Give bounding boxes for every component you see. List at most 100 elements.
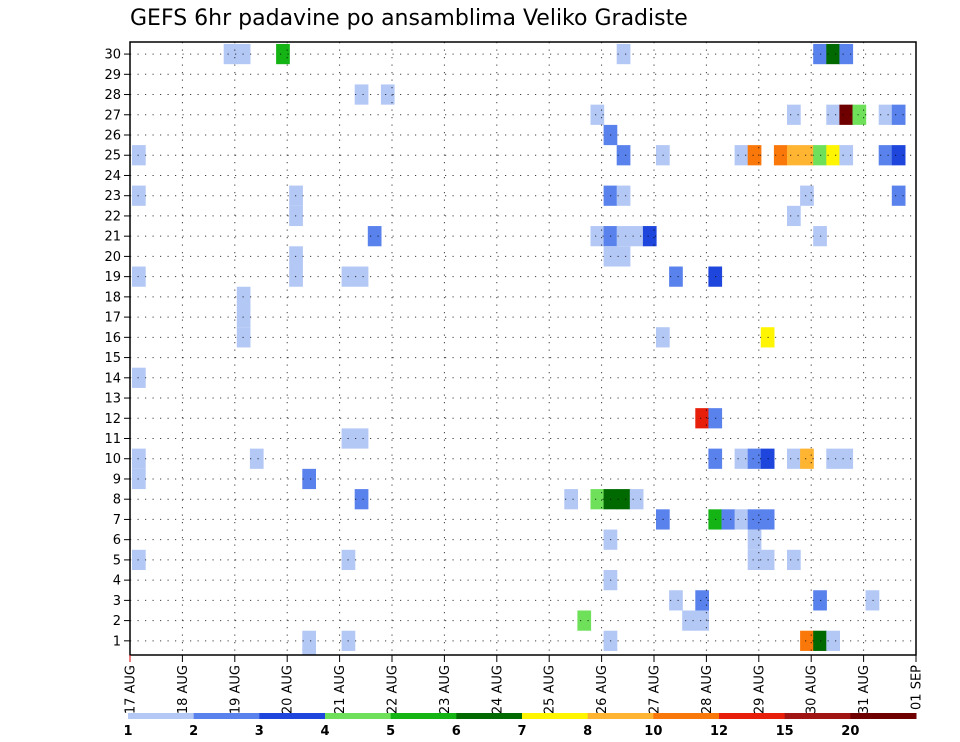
y-tick-label: 7 xyxy=(113,513,121,528)
heatmap-cell xyxy=(590,489,605,510)
x-tick-label: 22 AUG xyxy=(386,665,401,714)
heatmap-cell xyxy=(695,590,709,611)
y-tick-label: 24 xyxy=(104,169,121,184)
heatmap-cell xyxy=(695,408,709,429)
colorbar-swatch xyxy=(390,713,457,719)
heatmap-cell xyxy=(223,43,238,65)
heatmap-cell xyxy=(669,266,683,287)
x-tick-label: 01 SEP xyxy=(910,665,925,710)
y-tick-label: 27 xyxy=(104,108,121,123)
y-tick-label: 30 xyxy=(104,48,121,63)
x-tick-label: 21 AUG xyxy=(333,665,348,714)
colorbar-swatch xyxy=(128,713,195,719)
heatmap-cell xyxy=(865,590,880,611)
y-tick-label: 17 xyxy=(104,311,121,326)
heatmap-cell xyxy=(669,590,683,611)
colorbar-swatch xyxy=(193,713,260,719)
colorbar-label: 15 xyxy=(776,724,794,739)
y-tick-label: 11 xyxy=(104,432,121,447)
x-tick-label: 17 AUG xyxy=(124,665,139,714)
heatmap-cell xyxy=(132,367,146,388)
colorbar-label: 4 xyxy=(320,724,329,739)
heatmap-cell xyxy=(590,226,605,247)
chart-title: GEFS 6hr padavine po ansamblima Veliko G… xyxy=(130,6,688,31)
colorbar-swatch xyxy=(522,713,589,719)
heatmap-cell xyxy=(839,145,854,166)
y-tick-label: 6 xyxy=(113,533,121,548)
heatmap-cell xyxy=(734,145,749,166)
heatmap-cell xyxy=(826,145,840,166)
heatmap-cell xyxy=(787,145,801,166)
y-tick-label: 16 xyxy=(104,331,121,346)
colorbar-label: 12 xyxy=(710,724,728,739)
colorbar-label: 1 xyxy=(123,724,132,739)
y-tick-label: 20 xyxy=(104,250,121,265)
heatmap-cell xyxy=(616,185,631,206)
heatmap-cell xyxy=(302,649,316,655)
heatmap-cell xyxy=(354,84,369,105)
y-tick-label: 9 xyxy=(113,472,121,487)
colorbar-label: 5 xyxy=(386,724,395,739)
colorbar-swatch xyxy=(259,713,326,719)
heatmap-cell xyxy=(616,489,631,510)
heatmap-cell xyxy=(839,448,854,469)
heatmap-cell xyxy=(132,468,146,490)
colorbar-label: 7 xyxy=(517,724,526,739)
heatmap-cell xyxy=(616,226,631,247)
heatmap-cell xyxy=(800,185,814,206)
colorbar-swatch xyxy=(719,713,786,719)
heatmap-cell xyxy=(132,185,146,206)
heatmap-cell xyxy=(276,43,290,65)
heatmap-cell xyxy=(734,448,749,469)
y-tick-label: 23 xyxy=(104,189,121,204)
x-tick-label: 23 AUG xyxy=(438,665,453,714)
heatmap-cell xyxy=(787,205,801,227)
colorbar-label: 10 xyxy=(644,724,662,739)
heatmap-cell xyxy=(249,448,264,469)
heatmap-cell xyxy=(747,509,762,530)
y-tick-label: 29 xyxy=(104,68,121,83)
heatmap-cell xyxy=(839,104,854,125)
y-tick-label: 1 xyxy=(113,634,121,649)
heatmap-cell xyxy=(354,266,369,287)
x-tick-label: 26 AUG xyxy=(595,665,610,714)
heatmap-cell xyxy=(826,43,840,65)
heatmap-cell xyxy=(773,145,788,166)
heatmap-cell xyxy=(826,104,840,125)
heatmap-cell xyxy=(642,226,657,247)
x-tick-label: 27 AUG xyxy=(648,665,663,714)
y-tick-label: 22 xyxy=(104,209,121,224)
y-tick-label: 4 xyxy=(113,574,121,589)
colorbar-label: 20 xyxy=(841,724,859,739)
y-tick-label: 19 xyxy=(104,270,121,285)
heatmap-cell xyxy=(839,43,854,65)
heatmap-cell xyxy=(852,104,867,125)
colorbar-swatch xyxy=(653,713,720,719)
colorbar-label: 8 xyxy=(583,724,592,739)
y-tick-label: 18 xyxy=(104,290,121,305)
heatmap-cell xyxy=(682,610,696,631)
heatmap-cell xyxy=(891,104,906,125)
heatmap-cell xyxy=(616,145,631,166)
y-tick-label: 14 xyxy=(104,371,121,386)
heatmap-cell xyxy=(132,448,146,469)
heatmap-cell xyxy=(747,529,762,550)
y-tick-label: 5 xyxy=(113,553,121,568)
x-tick-label: 24 AUG xyxy=(490,665,505,714)
heatmap-cell xyxy=(721,509,736,530)
y-tick-label: 10 xyxy=(104,452,121,467)
heatmap-cell xyxy=(826,630,840,651)
colorbar: 1 2 3 4 5 6 7 8 10 12 15 20 xyxy=(123,713,917,739)
x-tick-label: 29 AUG xyxy=(752,665,767,714)
heatmap-cell xyxy=(800,145,814,166)
y-tick-label: 26 xyxy=(104,129,121,144)
x-tick-label: 28 AUG xyxy=(700,665,715,714)
heatmap-cell xyxy=(826,448,840,469)
y-axis: 1234567891011121314151617181920212223242… xyxy=(104,48,130,649)
x-tick-label: 25 AUG xyxy=(543,665,558,714)
y-tick-label: 13 xyxy=(104,392,121,407)
y-tick-label: 12 xyxy=(104,412,121,427)
colorbar-swatch xyxy=(587,713,654,719)
x-axis: 17 AUG 18 AUG 19 AUG 20 AUG 21 AUG 22 AUG 23 A… xyxy=(124,655,925,714)
